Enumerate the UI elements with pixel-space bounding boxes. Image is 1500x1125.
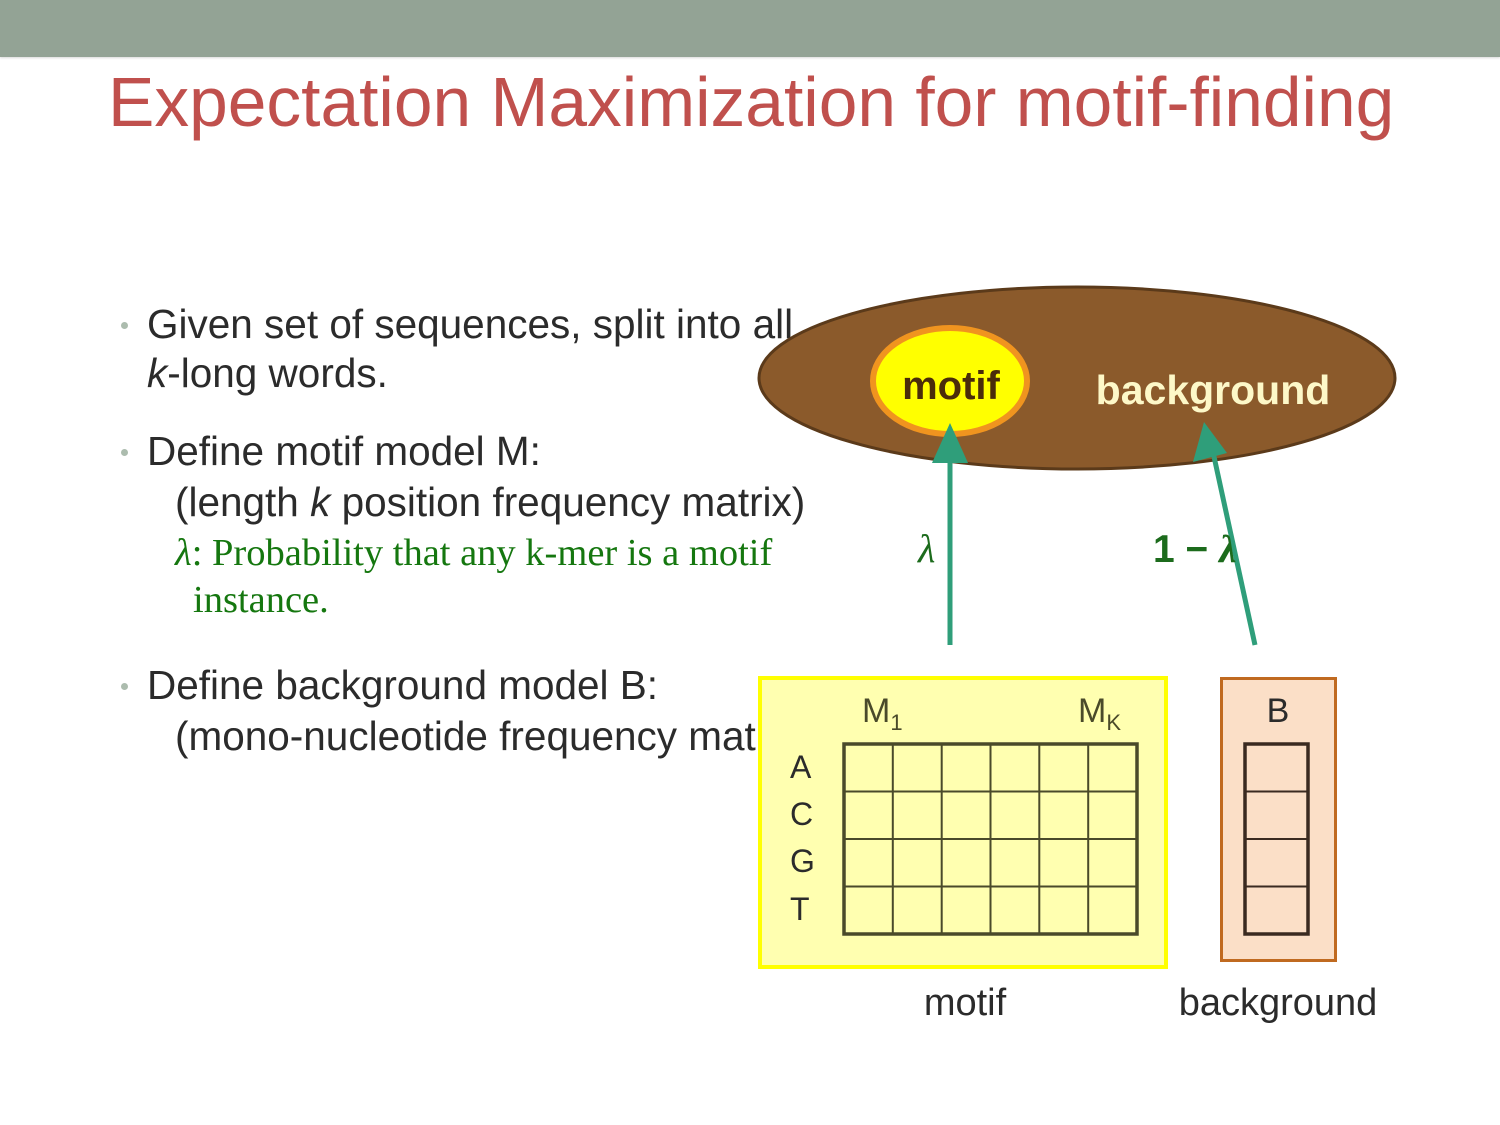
svg-text:M1: M1	[862, 692, 903, 735]
svg-text:background: background	[1179, 982, 1378, 1024]
svg-text:G: G	[790, 843, 815, 879]
svg-text:C: C	[790, 796, 813, 832]
svg-text:motif: motif	[924, 982, 1007, 1024]
svg-text:B: B	[1267, 692, 1290, 730]
svg-text:A: A	[790, 749, 812, 785]
svg-text:MK: MK	[1078, 692, 1121, 735]
svg-text:T: T	[790, 891, 810, 927]
